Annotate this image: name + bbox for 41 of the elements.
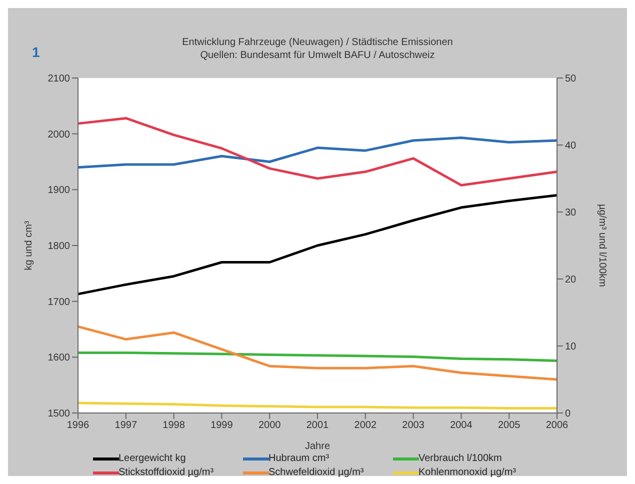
x-tick-label: 1999 (210, 420, 234, 432)
legend-label: Schwefeldioxid µg/m³ (268, 467, 364, 478)
x-tick-label: 2006 (546, 420, 569, 432)
chart-subtitle: Quellen: Bundesamt für Umwelt BAFU / Autoschweiz (200, 50, 435, 61)
y-tick-label: 1800 (48, 241, 70, 252)
x-tick-label: 2002 (354, 420, 377, 432)
line-series (76, 325, 558, 381)
x-tick-label: 2003 (402, 420, 425, 432)
line-series (76, 194, 558, 296)
x-tick-label: 2000 (258, 420, 282, 432)
line-series (76, 351, 558, 362)
x-tick-label: 2005 (498, 420, 521, 432)
y2-tick-label: 30 (565, 208, 577, 219)
y2-tick-label: 0 (565, 408, 571, 420)
y2-axis-title: µg/m³ und l/100km (596, 204, 608, 288)
x-tick-label: 2001 (306, 420, 330, 432)
line-series (76, 136, 558, 169)
legend-label: Hubraum cm³ (268, 453, 330, 464)
y2-tick-label: 10 (565, 342, 577, 353)
line-series (76, 116, 558, 186)
chart-title: Entwicklung Fahrzeuge (Neuwagen) / Städtische Emissionen (182, 37, 453, 48)
y-tick-label: 1700 (48, 296, 70, 308)
x-tick-label: 1997 (114, 420, 138, 432)
y-tick-label: 2100 (48, 74, 70, 85)
legend-label: Stickstoffdioxid µg/m³ (118, 467, 214, 478)
x-axis-title: Jahre (304, 441, 330, 452)
x-tick-label: 1996 (66, 420, 90, 432)
x-tick-label: 2004 (450, 420, 473, 432)
y-axis-title: kg und cm³ (24, 220, 35, 270)
legend-label: Leergewicht kg (118, 453, 186, 464)
y2-tick-label: 50 (565, 74, 577, 85)
y2-tick-label: 20 (565, 274, 577, 286)
y-tick-label: 1500 (48, 408, 70, 420)
x-tick-label: 1998 (162, 420, 186, 432)
y2-tick-label: 40 (565, 140, 577, 152)
y-tick-label: 1600 (48, 352, 70, 364)
legend-label: Verbrauch l/100km (418, 453, 502, 464)
legend-label: Kohlenmonoxid µg/m³ (418, 467, 516, 478)
y-tick-label: 1900 (48, 185, 70, 196)
y-tick-label: 2000 (48, 129, 70, 140)
text: 1 (32, 44, 40, 60)
